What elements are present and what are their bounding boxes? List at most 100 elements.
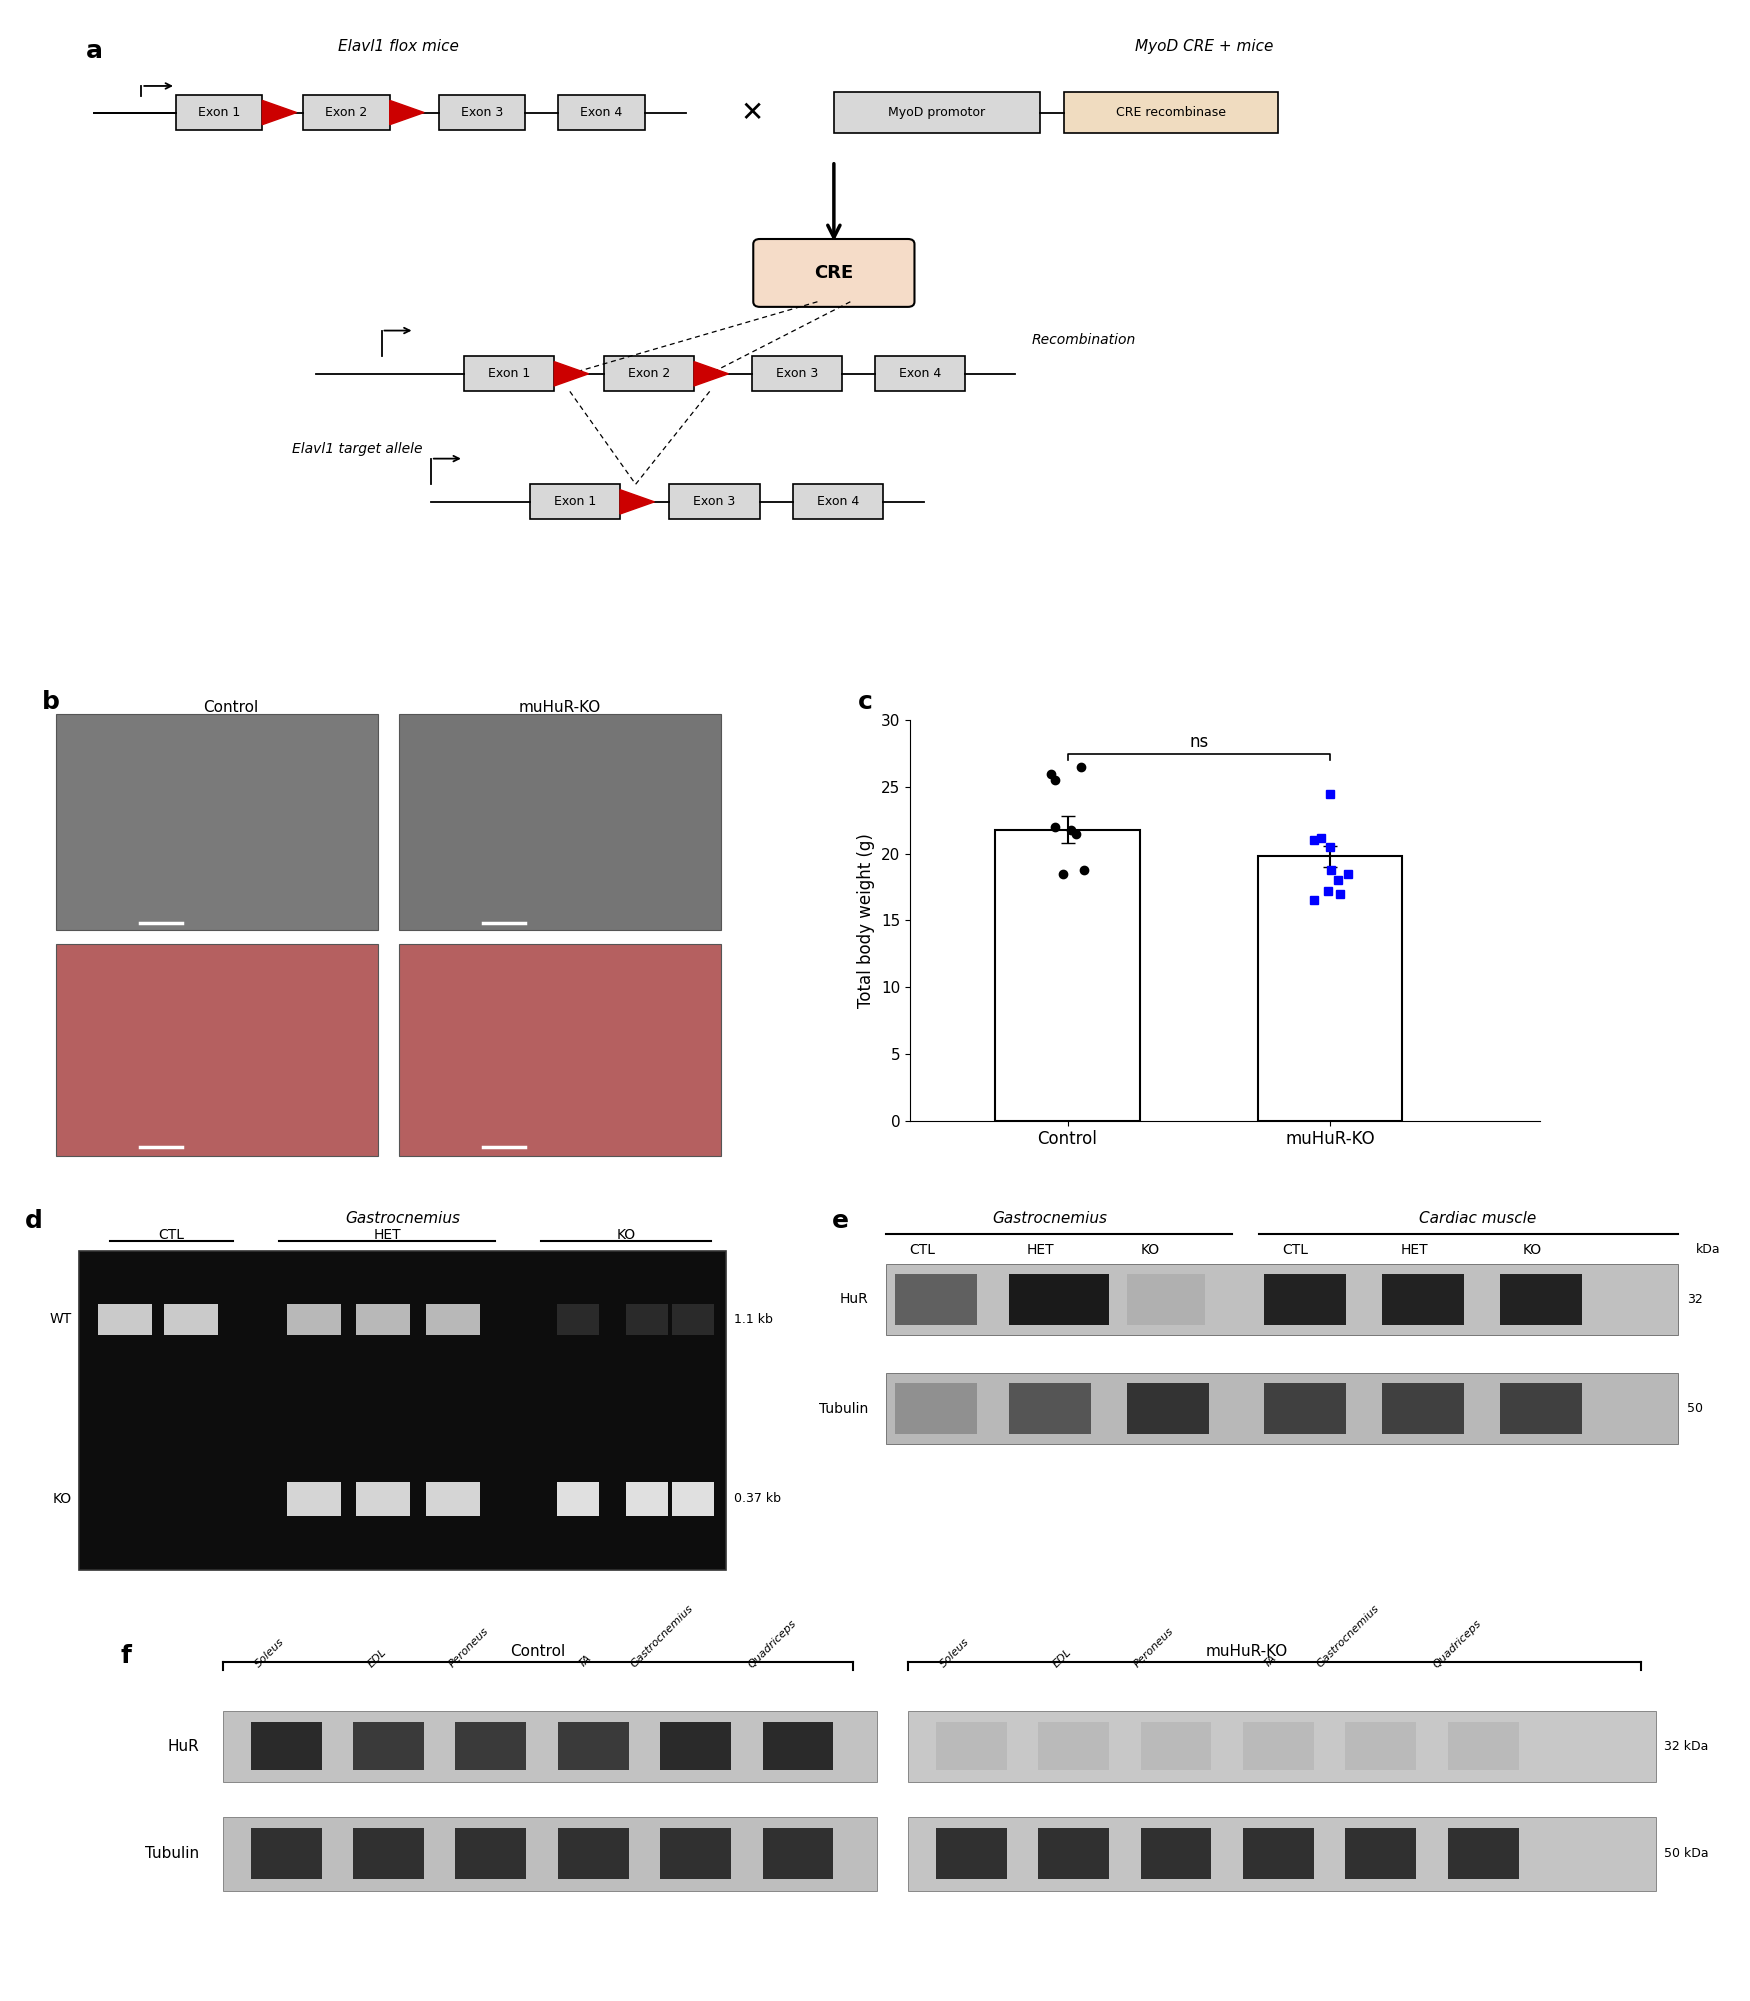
FancyBboxPatch shape (1010, 1383, 1090, 1435)
Text: 32: 32 (1687, 1293, 1703, 1307)
FancyBboxPatch shape (287, 1483, 341, 1517)
FancyBboxPatch shape (1264, 1275, 1346, 1325)
Polygon shape (390, 100, 424, 124)
Text: Elavl1 target allele: Elavl1 target allele (292, 442, 424, 456)
FancyBboxPatch shape (886, 1265, 1678, 1335)
Text: Tubulin: Tubulin (819, 1401, 868, 1415)
Text: kDa: kDa (1696, 1243, 1720, 1255)
FancyBboxPatch shape (896, 1275, 977, 1325)
Text: Exon 1: Exon 1 (488, 368, 530, 380)
Text: Quadriceps: Quadriceps (1432, 1617, 1484, 1669)
Text: KO: KO (52, 1493, 72, 1507)
FancyBboxPatch shape (1382, 1383, 1465, 1435)
FancyBboxPatch shape (1038, 1829, 1110, 1879)
Text: Recombination: Recombination (1031, 332, 1136, 346)
FancyBboxPatch shape (399, 714, 721, 930)
FancyBboxPatch shape (455, 1723, 527, 1771)
FancyBboxPatch shape (1242, 1723, 1314, 1771)
FancyBboxPatch shape (56, 714, 378, 930)
Text: Exon 3: Exon 3 (693, 496, 735, 508)
Text: Gastrocnemius: Gastrocnemius (992, 1211, 1108, 1227)
FancyBboxPatch shape (908, 1711, 1657, 1781)
Polygon shape (262, 100, 296, 124)
Text: HuR: HuR (840, 1293, 868, 1307)
FancyBboxPatch shape (1242, 1829, 1314, 1879)
FancyBboxPatch shape (164, 1303, 217, 1335)
Text: KO: KO (1522, 1243, 1542, 1257)
Text: muHuR-KO: muHuR-KO (520, 700, 602, 714)
Text: Exon 2: Exon 2 (326, 106, 368, 118)
FancyBboxPatch shape (835, 92, 1040, 134)
Text: MyoD CRE + mice: MyoD CRE + mice (1134, 40, 1274, 54)
Text: Quadriceps: Quadriceps (746, 1617, 798, 1669)
FancyBboxPatch shape (936, 1723, 1006, 1771)
FancyBboxPatch shape (793, 484, 884, 520)
Text: b: b (42, 690, 60, 714)
Bar (996, 830, 1139, 1121)
Text: ns: ns (1190, 732, 1207, 750)
FancyBboxPatch shape (357, 1483, 410, 1517)
FancyBboxPatch shape (357, 1303, 410, 1335)
Polygon shape (555, 362, 588, 386)
Text: Control: Control (203, 700, 259, 714)
FancyBboxPatch shape (763, 1723, 833, 1771)
FancyBboxPatch shape (1500, 1383, 1582, 1435)
FancyBboxPatch shape (1038, 1723, 1110, 1771)
Text: ✕: ✕ (740, 98, 763, 126)
Text: Gastrocnemius: Gastrocnemius (345, 1211, 460, 1227)
FancyBboxPatch shape (354, 1723, 424, 1771)
FancyBboxPatch shape (287, 1303, 341, 1335)
Text: EDL: EDL (1052, 1647, 1074, 1669)
Text: Exon 4: Exon 4 (817, 496, 859, 508)
FancyBboxPatch shape (1500, 1275, 1582, 1325)
Text: Exon 3: Exon 3 (775, 368, 817, 380)
FancyBboxPatch shape (354, 1829, 424, 1879)
FancyBboxPatch shape (98, 1303, 152, 1335)
Text: e: e (831, 1209, 849, 1233)
Text: CRE recombinase: CRE recombinase (1116, 106, 1227, 118)
FancyBboxPatch shape (558, 1723, 628, 1771)
FancyBboxPatch shape (439, 94, 525, 130)
FancyBboxPatch shape (175, 94, 262, 130)
Text: HET: HET (373, 1229, 401, 1243)
Text: KO: KO (1141, 1243, 1160, 1257)
Text: d: d (24, 1209, 44, 1233)
FancyBboxPatch shape (1127, 1383, 1209, 1435)
Text: Soleus: Soleus (254, 1637, 287, 1669)
FancyBboxPatch shape (530, 484, 620, 520)
Text: Exon 1: Exon 1 (198, 106, 240, 118)
Text: HuR: HuR (168, 1739, 200, 1755)
Text: Peroneus: Peroneus (448, 1627, 490, 1669)
FancyBboxPatch shape (1346, 1829, 1416, 1879)
FancyBboxPatch shape (875, 356, 966, 392)
Text: HET: HET (1400, 1243, 1428, 1257)
Text: Cardiac muscle: Cardiac muscle (1419, 1211, 1536, 1227)
Text: muHuR-KO: muHuR-KO (1206, 1645, 1288, 1659)
Text: CTL: CTL (1283, 1243, 1309, 1257)
Polygon shape (695, 362, 728, 386)
FancyBboxPatch shape (556, 1303, 598, 1335)
FancyBboxPatch shape (1010, 1275, 1110, 1325)
FancyBboxPatch shape (1382, 1275, 1465, 1325)
Text: 32 kDa: 32 kDa (1664, 1741, 1708, 1753)
Text: MyoD promotor: MyoD promotor (889, 106, 985, 118)
Text: WT: WT (49, 1313, 72, 1327)
Text: a: a (86, 40, 103, 64)
Text: EDL: EDL (366, 1647, 388, 1669)
Text: CRE: CRE (814, 264, 854, 282)
Text: Tubulin: Tubulin (145, 1847, 200, 1861)
Text: TA: TA (1262, 1653, 1278, 1669)
FancyBboxPatch shape (1346, 1723, 1416, 1771)
FancyBboxPatch shape (464, 356, 555, 392)
Text: Elavl1 flox mice: Elavl1 flox mice (338, 40, 458, 54)
FancyBboxPatch shape (250, 1723, 322, 1771)
FancyBboxPatch shape (224, 1817, 877, 1891)
Text: HET: HET (1027, 1243, 1055, 1257)
FancyBboxPatch shape (1141, 1723, 1211, 1771)
Text: c: c (858, 690, 873, 714)
Text: 50 kDa: 50 kDa (1664, 1847, 1708, 1861)
Text: 50: 50 (1687, 1403, 1703, 1415)
FancyBboxPatch shape (672, 1303, 714, 1335)
Text: 1.1 kb: 1.1 kb (733, 1313, 772, 1327)
FancyBboxPatch shape (558, 94, 644, 130)
